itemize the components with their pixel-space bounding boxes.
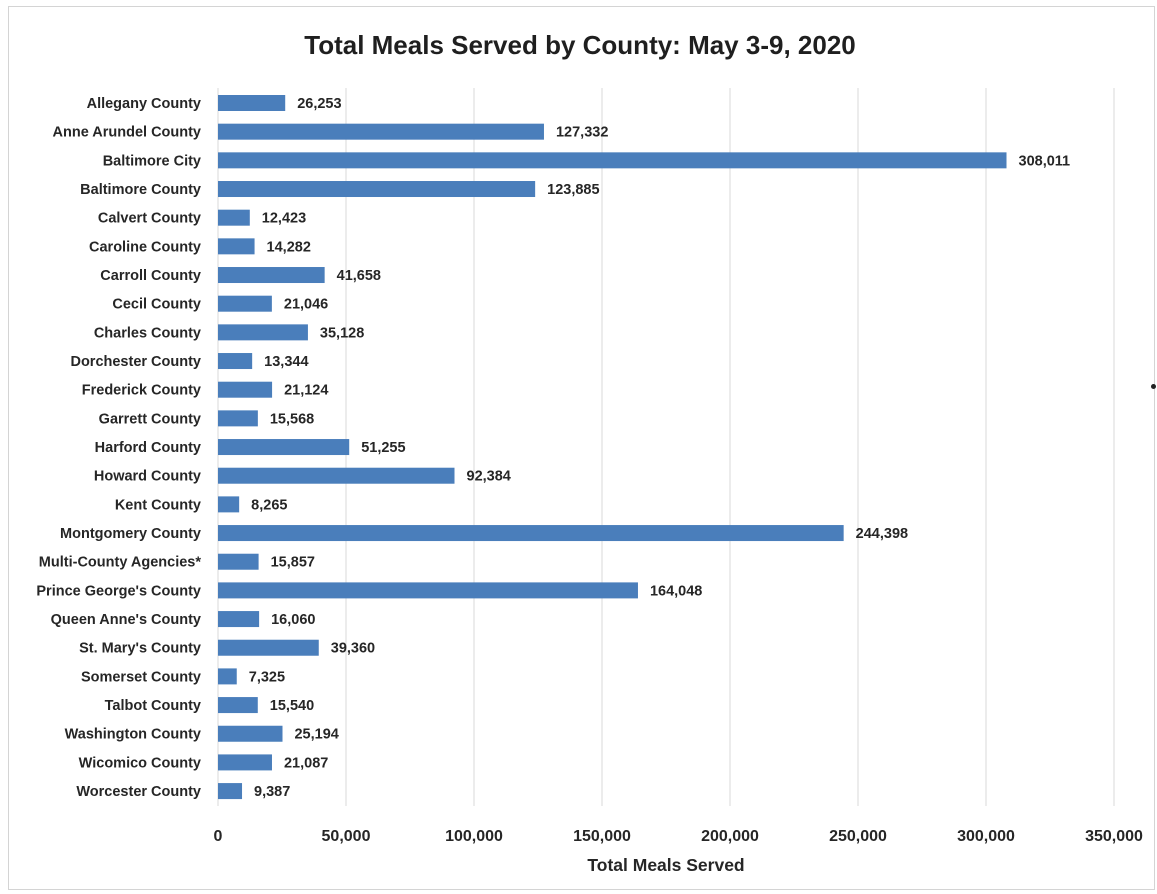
x-axis-title: Total Meals Served — [587, 855, 744, 875]
category-label: Caroline County — [89, 239, 201, 255]
x-tick-label: 250,000 — [829, 828, 887, 845]
category-label: Howard County — [94, 469, 201, 485]
value-label: 15,540 — [270, 698, 314, 714]
value-label: 8,265 — [251, 497, 287, 513]
category-label: Queen Anne's County — [51, 612, 201, 628]
category-label: Somerset County — [81, 669, 201, 685]
bar — [218, 267, 325, 284]
bar — [218, 525, 844, 542]
value-label: 25,194 — [294, 727, 338, 743]
bar — [218, 467, 455, 484]
value-label: 308,011 — [1019, 153, 1071, 169]
value-label: 15,568 — [270, 411, 314, 427]
category-label: Wicomico County — [79, 755, 201, 771]
bar — [218, 668, 237, 685]
category-label: Garrett County — [99, 411, 201, 427]
value-label: 39,360 — [331, 641, 375, 657]
bar — [218, 783, 243, 800]
x-tick-label: 100,000 — [445, 828, 503, 845]
category-label: Harford County — [95, 440, 201, 456]
bar — [218, 353, 253, 370]
bar — [218, 295, 272, 312]
value-label: 244,398 — [856, 526, 908, 542]
category-label: Frederick County — [82, 383, 201, 399]
category-label: Baltimore County — [80, 182, 201, 198]
bar — [218, 496, 240, 513]
value-label: 26,253 — [297, 96, 341, 112]
category-label: St. Mary's County — [79, 641, 201, 657]
x-tick-label: 200,000 — [701, 828, 759, 845]
bar — [218, 238, 255, 255]
category-label: Baltimore City — [103, 153, 201, 169]
bar — [218, 611, 260, 628]
x-tick-label: 150,000 — [573, 828, 631, 845]
category-label: Cecil County — [112, 297, 201, 313]
value-label: 16,060 — [271, 612, 315, 628]
value-label: 164,048 — [650, 583, 702, 599]
category-label: Worcester County — [76, 784, 201, 800]
bar — [218, 123, 544, 140]
value-label: 15,857 — [271, 555, 315, 571]
bar — [218, 639, 319, 656]
bar — [218, 725, 283, 742]
value-label: 9,387 — [254, 784, 290, 800]
bar — [218, 697, 258, 714]
value-label: 127,332 — [556, 125, 608, 141]
value-label: 41,658 — [337, 268, 381, 284]
category-label: Prince George's County — [36, 583, 201, 599]
value-label: 21,046 — [284, 297, 328, 313]
category-label: Anne Arundel County — [53, 125, 201, 141]
category-label: Montgomery County — [60, 526, 201, 542]
bar — [218, 181, 536, 198]
dot-mark — [1151, 384, 1156, 389]
value-label: 35,128 — [320, 325, 364, 341]
bar — [218, 152, 1007, 169]
bar — [218, 754, 272, 771]
bar — [218, 209, 250, 226]
value-label: 21,087 — [284, 755, 328, 771]
value-label: 14,282 — [267, 239, 311, 255]
category-label: Dorchester County — [70, 354, 201, 370]
bar — [218, 324, 308, 341]
bar — [218, 582, 638, 599]
category-label: Talbot County — [105, 698, 201, 714]
x-tick-label: 300,000 — [957, 828, 1015, 845]
category-label: Washington County — [65, 727, 201, 743]
category-label: Carroll County — [100, 268, 201, 284]
bar — [218, 95, 286, 111]
bar — [218, 553, 259, 570]
value-label: 12,423 — [262, 211, 306, 227]
category-label: Allegany County — [87, 96, 201, 112]
category-label: Multi-County Agencies* — [39, 555, 202, 571]
value-label: 92,384 — [467, 469, 511, 485]
value-label: 21,124 — [284, 383, 328, 399]
x-tick-label: 50,000 — [322, 828, 371, 845]
category-label: Kent County — [115, 497, 201, 513]
value-label: 123,885 — [547, 182, 599, 198]
category-label: Calvert County — [98, 211, 201, 227]
x-tick-label: 0 — [214, 828, 223, 845]
bar — [218, 381, 273, 398]
chart-title: Total Meals Served by County: May 3-9, 2… — [304, 30, 856, 60]
category-label: Charles County — [94, 325, 201, 341]
bar — [218, 410, 258, 427]
bar — [218, 439, 350, 456]
x-tick-label: 350,000 — [1085, 828, 1143, 845]
value-label: 13,344 — [264, 354, 308, 370]
value-label: 51,255 — [361, 440, 405, 456]
value-label: 7,325 — [249, 669, 285, 685]
